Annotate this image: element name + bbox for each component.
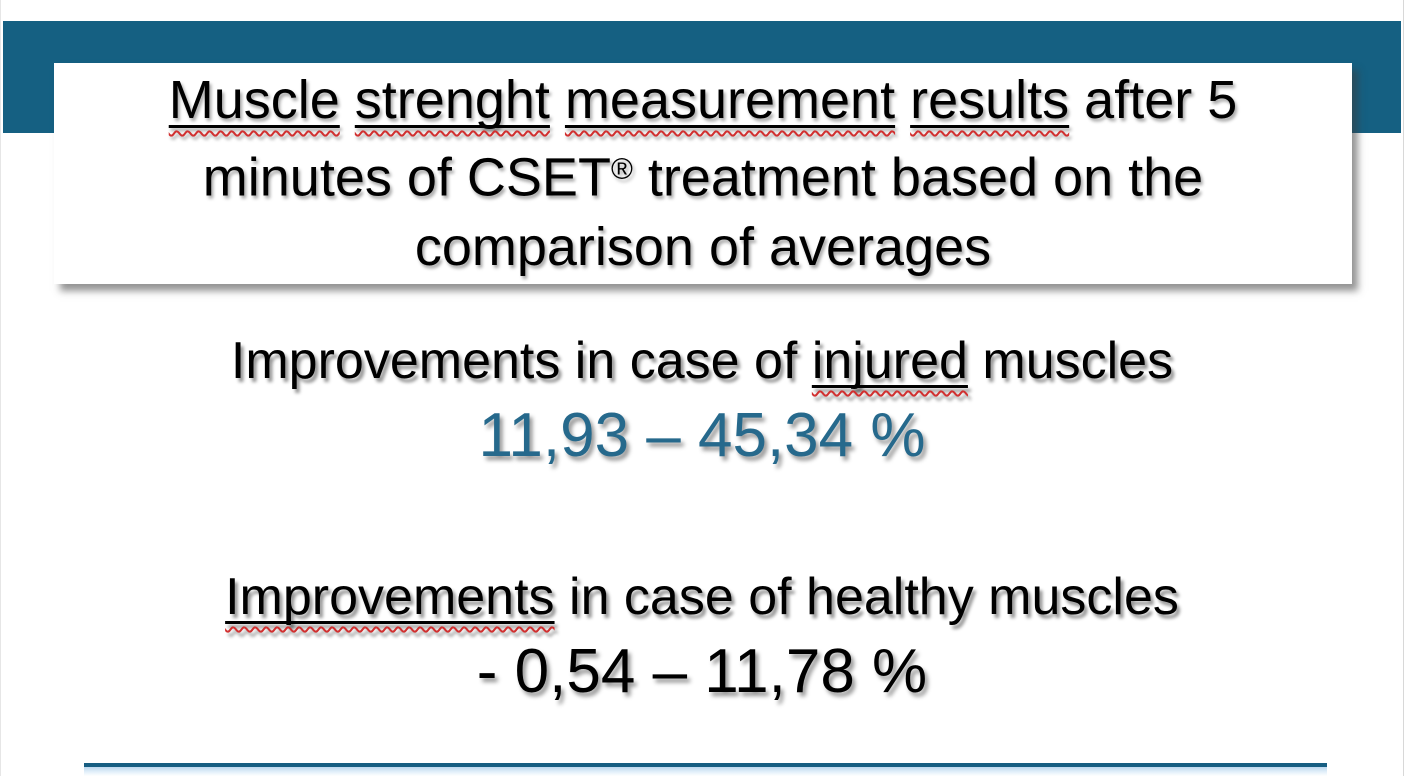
title-segment-space	[550, 70, 565, 130]
title-segment: comparison of averages	[414, 217, 992, 278]
spellcheck-squiggle: injured	[811, 332, 968, 390]
value-injured-range[interactable]: 11,93 – 45,34 %	[478, 401, 926, 470]
heading-segment: Improvements in case of	[230, 332, 812, 390]
spellcheck-squiggle: Muscle	[168, 69, 340, 130]
registered-trademark-symbol: ®	[610, 152, 633, 186]
heading-injured-muscles[interactable]: Improvements in case of injured muscles	[1, 330, 1403, 392]
spellcheck-squiggle: strenght	[354, 69, 550, 130]
spellcheck-squiggle: Improvements	[225, 568, 555, 626]
bottom-divider	[84, 763, 1327, 776]
title-line-2: minutes of CSET® treatment based on the	[203, 135, 1203, 212]
marked-word-results: results	[910, 70, 1069, 130]
heading-segment: muscles	[967, 332, 1174, 390]
marked-word-measurement: measurement	[565, 70, 895, 130]
title-line-3: comparison of averages	[415, 212, 991, 282]
title-segment-space	[895, 70, 910, 130]
marked-word-strenght: strenght	[355, 70, 550, 130]
spellcheck-squiggle: measurement	[564, 69, 896, 130]
divider-glow	[84, 767, 1327, 776]
marked-word-injured: injured	[812, 332, 968, 390]
heading-segment: in case of healthy muscles	[554, 568, 1179, 626]
spellcheck-squiggle: results	[910, 69, 1070, 130]
title-segment-space	[340, 70, 355, 130]
marked-word-muscle: Muscle	[169, 70, 340, 130]
title-segment: minutes of CSET	[202, 147, 611, 208]
divider-line	[84, 763, 1327, 767]
title-segment-tail: after 5	[1069, 69, 1238, 130]
marked-word-improvements: Improvements	[225, 568, 554, 626]
heading-healthy-muscles[interactable]: Improvements in case of healthy muscles	[1, 566, 1403, 628]
title-box[interactable]: Muscle strenght measurement results afte…	[54, 63, 1352, 284]
value-healthy-range[interactable]: - 0,54 – 11,78 %	[476, 637, 928, 706]
title-segment: treatment based on the	[632, 147, 1204, 208]
title-line-1: Muscle strenght measurement results afte…	[169, 65, 1238, 135]
